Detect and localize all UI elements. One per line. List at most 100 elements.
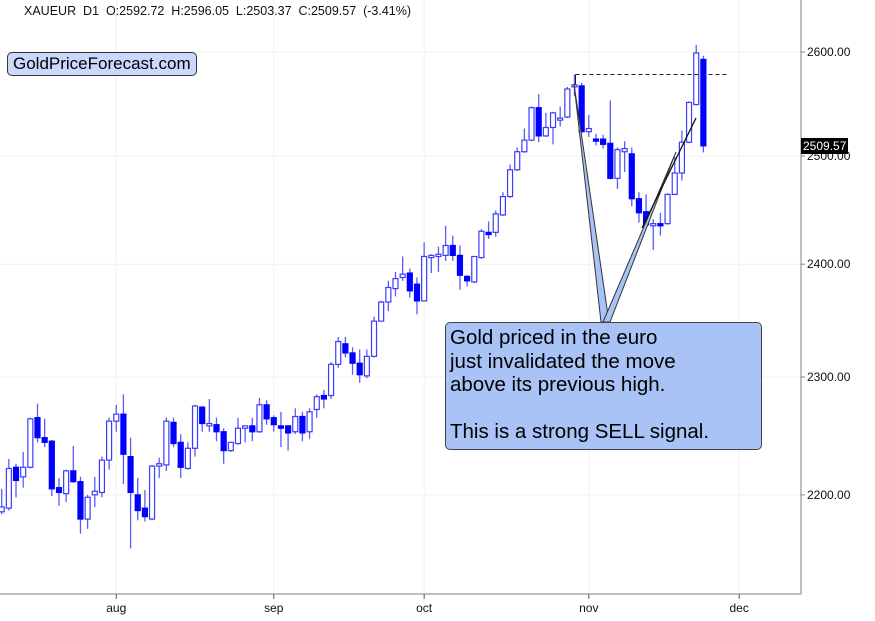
- candle-bear: [349, 352, 356, 364]
- candle-bull: [98, 459, 106, 494]
- candle-bull: [156, 463, 163, 467]
- candle-bull: [91, 490, 98, 496]
- candle-bull: [234, 427, 242, 445]
- candle-bull: [693, 52, 700, 106]
- time-axis: aug sep oct nov dec: [106, 594, 749, 615]
- candle-bull: [442, 244, 449, 256]
- candle-bear: [406, 272, 413, 292]
- candle-bear: [635, 198, 643, 214]
- candle-bull: [370, 320, 378, 357]
- candle-bull: [227, 441, 234, 452]
- x-tick-label: dec: [730, 601, 749, 615]
- brand-logo[interactable]: GoldPriceForecast.com: [7, 52, 197, 76]
- candle-bull: [671, 172, 678, 196]
- callout-line: This is a strong SELL signal.: [450, 420, 710, 443]
- candle-bear: [77, 481, 84, 520]
- candle-bull: [471, 255, 478, 283]
- candle-bear: [70, 470, 77, 483]
- candle-bull: [506, 169, 514, 198]
- callout-line: above its previous high.: [450, 373, 666, 396]
- candle-bull: [148, 465, 156, 520]
- y-tick-label: 2200.00: [807, 488, 851, 502]
- candle-bull: [514, 151, 521, 171]
- candle-bear: [34, 417, 41, 439]
- candle-bear: [55, 487, 63, 494]
- y-tick-label: 2600.00: [807, 45, 851, 59]
- candle-bull: [63, 470, 70, 495]
- callout-pointer: [573, 83, 610, 323]
- candle-bull: [564, 88, 571, 118]
- candle-bear: [120, 413, 127, 455]
- candle-bull: [650, 223, 657, 227]
- candle-bull: [292, 415, 299, 433]
- x-tick-label: sep: [264, 601, 284, 615]
- candle-bear: [342, 343, 349, 354]
- candle-bull: [378, 301, 385, 322]
- candle-bull: [621, 147, 628, 153]
- candle-bull: [105, 420, 113, 461]
- candle-bull: [327, 363, 335, 397]
- candle-bull: [585, 127, 592, 133]
- x-tick-label: nov: [579, 601, 598, 615]
- candle-bull: [392, 277, 399, 290]
- grid-lines: [0, 0, 801, 594]
- candle-bull: [428, 254, 435, 259]
- candle-bull: [478, 230, 485, 259]
- candle-bear: [220, 431, 227, 452]
- candle-bear: [657, 223, 664, 227]
- candle-bear: [320, 394, 327, 400]
- candle-bull: [306, 411, 313, 433]
- candle-bear: [628, 153, 635, 200]
- candle-bull: [84, 496, 91, 520]
- trend-line: [641, 117, 697, 229]
- annotation-callout: Gold priced in the euro just invalidated…: [445, 322, 762, 450]
- candle-bear: [127, 455, 134, 494]
- candle-bear: [263, 404, 270, 420]
- candle-bull: [385, 286, 392, 303]
- candle-bear: [456, 254, 464, 276]
- candle-bull: [421, 255, 428, 302]
- candle-bull: [521, 139, 528, 153]
- candle-bull: [542, 126, 549, 137]
- candle-bull: [664, 193, 671, 225]
- candle-bull: [206, 422, 213, 427]
- candle-bear: [12, 466, 20, 482]
- candle-bull: [20, 466, 27, 478]
- candle-bear: [270, 417, 277, 426]
- candle-bear: [413, 283, 421, 302]
- y-tick-label: 2400.00: [807, 257, 851, 271]
- candle-bull: [614, 149, 621, 179]
- callout-line: [450, 397, 757, 421]
- candle-bear: [464, 275, 471, 282]
- callout-pointer: [602, 151, 677, 323]
- candle-bear: [134, 494, 141, 512]
- candle-bull: [242, 425, 249, 429]
- candle-bull: [5, 467, 12, 509]
- candle-bull: [191, 405, 199, 449]
- candle-bear: [48, 440, 55, 490]
- candle-bull: [685, 101, 693, 143]
- candle-bear: [199, 406, 206, 425]
- callout-line: Gold priced in the euro: [450, 326, 658, 349]
- candle-bull: [678, 141, 686, 174]
- candle-bull: [256, 404, 263, 433]
- candle-bear: [141, 507, 148, 518]
- candle-bull: [499, 195, 506, 216]
- candle-bull: [399, 273, 406, 279]
- candle-bear: [299, 415, 306, 434]
- candle-bull: [163, 420, 170, 466]
- candle-bear: [607, 142, 614, 179]
- candles: [0, 44, 707, 549]
- candle-bear: [277, 425, 285, 429]
- candle-bear: [700, 58, 707, 147]
- last-price-label: 2509.57: [801, 138, 849, 154]
- candle-bull: [184, 447, 191, 470]
- candle-bear: [285, 425, 292, 434]
- candle-bear: [41, 437, 48, 443]
- candle-bull: [557, 117, 564, 121]
- candle-bear: [170, 421, 177, 445]
- candle-bull: [313, 396, 320, 411]
- candle-bear: [177, 441, 184, 468]
